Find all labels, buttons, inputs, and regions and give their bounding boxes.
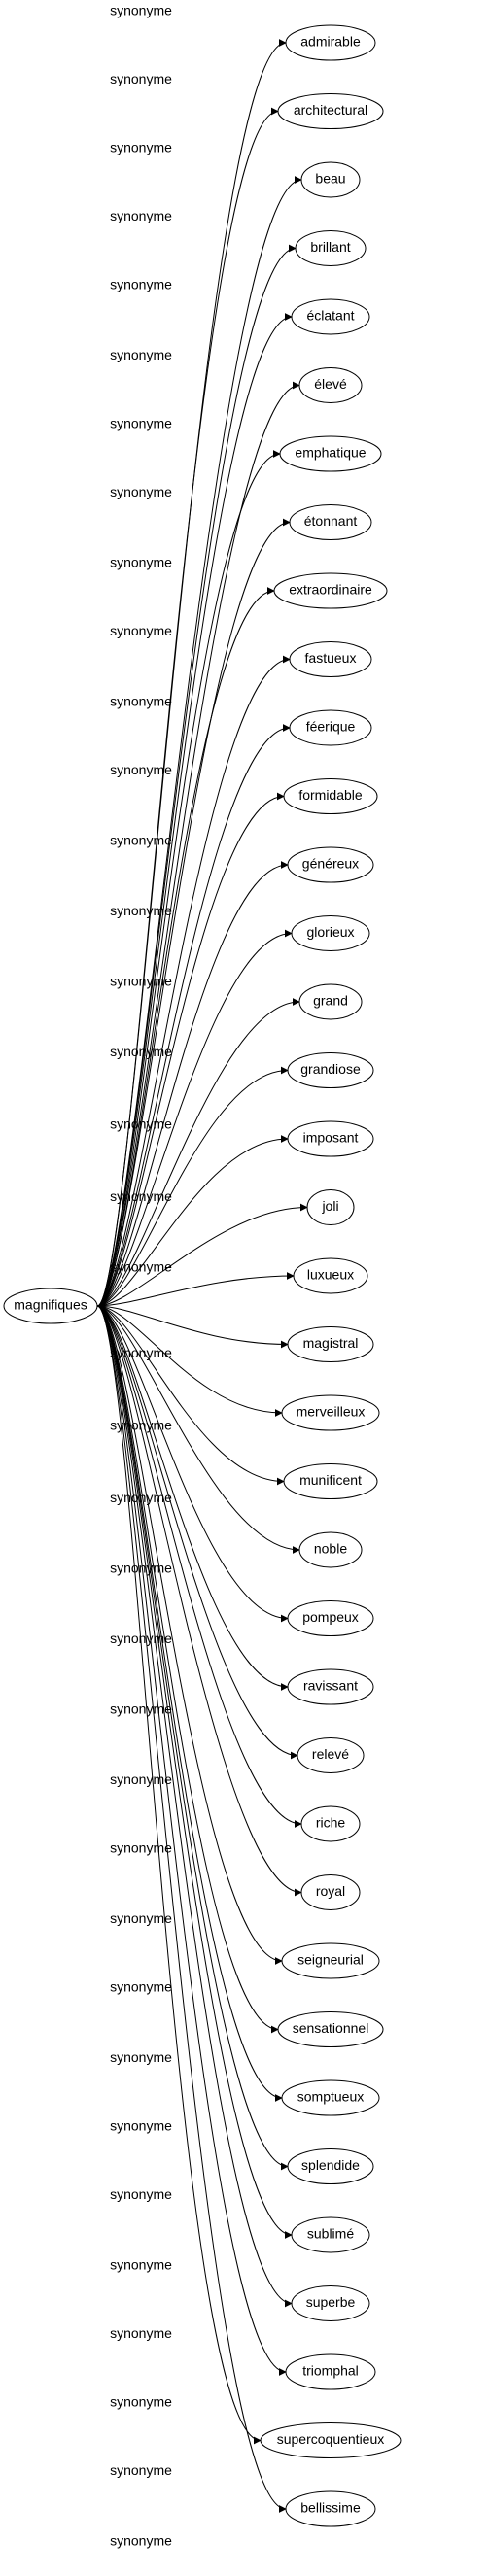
node-label-feerique: féerique [306, 719, 356, 735]
node-label-grandiose: grandiose [300, 1061, 361, 1077]
node-label-merveilleux: merveilleux [297, 1404, 366, 1420]
edge-label-eclatant: synonyme [110, 277, 172, 292]
node-source-label: magnifiques [14, 1297, 87, 1313]
edge-magistral [97, 1306, 288, 1345]
edge-label-triomphal: synonyme [110, 2394, 172, 2410]
edge-label-luxueux: synonyme [110, 1259, 172, 1275]
edge-label-noble: synonyme [110, 1561, 172, 1576]
node-label-etonnant: étonnant [304, 513, 358, 529]
node-label-formidable: formidable [298, 787, 363, 803]
edge-label-somptueux: synonyme [110, 2118, 172, 2134]
edge-label-joli: synonyme [110, 1188, 172, 1204]
edge-label-feerique: synonyme [110, 694, 172, 709]
edge-label-bellissime: synonyme [110, 2533, 172, 2549]
edge-label-brillant: synonyme [110, 208, 172, 223]
edge-label-grandiose: synonyme [110, 1044, 172, 1059]
node-label-brillant: brillant [310, 239, 350, 255]
edge-label-royal: synonyme [110, 1910, 172, 1926]
node-label-admirable: admirable [300, 34, 361, 50]
edge-label-extraordinaire: synonyme [110, 555, 172, 570]
node-label-releve: relevé [312, 1746, 349, 1762]
edge-label-sensationnel: synonyme [110, 2049, 172, 2065]
edge-label-fastueux: synonyme [110, 623, 172, 638]
edge-label-glorieux: synonyme [110, 903, 172, 918]
node-label-splendide: splendide [301, 2157, 360, 2173]
edge-label-seigneurial: synonyme [110, 1979, 172, 1995]
node-label-superbe: superbe [306, 2294, 356, 2310]
edge-label-admirable: synonyme [110, 3, 172, 18]
node-label-supercoquentieux: supercoquentieux [277, 2431, 385, 2447]
node-label-joli: joli [321, 1198, 338, 1214]
edge-label-releve: synonyme [110, 1771, 172, 1787]
edge-royal [97, 1306, 301, 1893]
node-label-triomphal: triomphal [302, 2363, 359, 2379]
node-label-imposant: imposant [303, 1130, 359, 1146]
node-label-magistral: magistral [303, 1335, 359, 1351]
node-label-bellissime: bellissime [300, 2500, 361, 2516]
edge-label-grand: synonyme [110, 974, 172, 989]
node-label-somptueux: somptueux [297, 2089, 364, 2105]
edge-label-eleve: synonyme [110, 347, 172, 362]
edge-label-riche: synonyme [110, 1840, 172, 1856]
edge-label-splendide: synonyme [110, 2186, 172, 2202]
node-label-sublime: sublimé [307, 2226, 354, 2242]
edge-label-formidable: synonyme [110, 762, 172, 777]
edge-label-beau: synonyme [110, 140, 172, 155]
node-label-eclatant: éclatant [306, 308, 354, 324]
node-label-noble: noble [314, 1541, 347, 1557]
edge-label-superbe: synonyme [110, 2325, 172, 2341]
node-label-glorieux: glorieux [306, 924, 354, 940]
node-label-seigneurial: seigneurial [297, 1952, 364, 1968]
node-label-beau: beau [315, 171, 345, 187]
node-label-eleve: élevé [314, 376, 347, 392]
node-label-genereux: généreux [302, 856, 359, 872]
node-label-emphatique: emphatique [295, 445, 366, 461]
node-label-pompeux: pompeux [302, 1609, 359, 1625]
edge-luxueux [97, 1276, 294, 1306]
node-label-grand: grand [313, 993, 348, 1009]
edge-label-imposant: synonyme [110, 1116, 172, 1132]
edge-label-emphatique: synonyme [110, 416, 172, 431]
node-label-munificent: munificent [299, 1472, 362, 1488]
synonym-graph: synonyme synonyme synonyme synonyme synonyme… [0, 0, 489, 2576]
edge-label-genereux: synonyme [110, 833, 172, 848]
edge-label-sublime: synonyme [110, 2257, 172, 2273]
node-label-ravissant: ravissant [303, 1678, 358, 1694]
edge-imposant [97, 1139, 288, 1306]
edge-label-supercoquentieux: synonyme [110, 2462, 172, 2478]
node-label-luxueux: luxueux [307, 1267, 354, 1283]
node-label-architectural: architectural [294, 102, 367, 118]
edge-label-etonnant: synonyme [110, 484, 172, 499]
node-label-fastueux: fastueux [305, 650, 357, 666]
edge-emphatique [97, 454, 280, 1306]
node-label-extraordinaire: extraordinaire [289, 582, 372, 598]
node-label-sensationnel: sensationnel [293, 2020, 369, 2036]
edge-label-architectural: synonyme [110, 71, 172, 86]
node-label-riche: riche [316, 1815, 346, 1831]
node-label-royal: royal [316, 1883, 345, 1899]
edge-feerique [97, 728, 290, 1306]
